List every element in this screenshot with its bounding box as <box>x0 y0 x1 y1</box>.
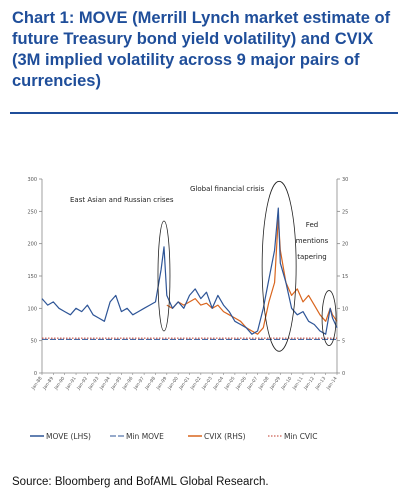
x-tick-label: Jan-12 <box>302 376 316 392</box>
annotation-ellipse-tapering <box>321 290 337 346</box>
legend-move-label: MOVE (LHS) <box>46 432 91 441</box>
x-tick-label: Jan-08 <box>257 376 271 392</box>
annotation-tapering-line-3: tapering <box>297 253 327 261</box>
right-y-tick-label: 30 <box>342 177 348 183</box>
annotation-asian-crisis: East Asian and Russian crises <box>70 196 174 204</box>
legend: MOVE (LHS) Min MOVE CVIX (RHS) Min CVIC <box>30 432 318 441</box>
x-tick-label: Jan-90 <box>53 376 67 392</box>
legend-cvix-label: CVIX (RHS) <box>204 432 246 441</box>
x-tick-label: Jan-05 <box>223 376 237 392</box>
x-tick-label: Jan-89 <box>41 376 55 392</box>
x-tick-label: Jan-10 <box>280 376 294 392</box>
right-y-tick-label: 5 <box>342 339 345 345</box>
move-line <box>41 207 338 335</box>
x-tick-label: Jan-97 <box>132 376 146 392</box>
x-tick-label: Jan-92 <box>75 376 89 392</box>
minimum-lines <box>42 337 337 340</box>
annotations: East Asian and Russian crises Global fina… <box>70 180 337 352</box>
annotation-tapering-line-1: Fed <box>306 221 318 229</box>
x-tick-label: Jan-04 <box>211 376 225 392</box>
left-y-tick-label: 0 <box>34 371 37 377</box>
source-note: Source: Bloomberg and BofAML Global Rese… <box>12 476 269 488</box>
left-y-tick-label: 50 <box>31 339 37 345</box>
chart-title: Chart 1: MOVE (Merrill Lynch market esti… <box>12 9 391 90</box>
right-y-tick-label: 20 <box>342 242 348 248</box>
x-tick-label: Jan-95 <box>109 376 123 392</box>
annotation-financial-crisis: Global financial crisis <box>190 185 265 193</box>
series-lines <box>41 207 338 335</box>
legend-min-cvix-label: Min CVIC <box>284 432 318 441</box>
x-tick-label: Jan-03 <box>200 376 214 392</box>
left-y-tick-label: 250 <box>27 209 37 215</box>
x-tick-label: Jan-07 <box>246 376 260 392</box>
x-tick-label: Jan-13 <box>314 376 328 392</box>
x-tick-label: Jan-96 <box>121 376 135 392</box>
cvix-line <box>166 217 338 335</box>
x-tick-label: Jan-06 <box>234 376 248 392</box>
annotation-ellipse-asian-crisis <box>157 220 171 332</box>
title-divider <box>10 112 398 114</box>
x-tick-label: Jan-01 <box>177 376 191 392</box>
legend-min-move-label: Min MOVE <box>126 432 164 441</box>
x-tick-label: Jan-91 <box>64 376 78 392</box>
x-tick-label: Jan-94 <box>98 376 112 392</box>
x-tick-label: Jan-09 <box>268 376 282 392</box>
right-y-tick-label: 25 <box>342 209 348 215</box>
left-y-tick-label: 300 <box>27 177 37 183</box>
right-y-tick-label: 0 <box>342 371 345 377</box>
right-y-tick-label: 10 <box>342 306 348 312</box>
x-tick-label: Jan-93 <box>87 376 101 392</box>
axes <box>41 179 338 374</box>
x-tick-label: Jan-88 <box>30 376 44 392</box>
x-tick-label: Jan-98 <box>143 376 157 392</box>
x-tick-label: Jan-99 <box>155 376 169 392</box>
left-y-tick-label: 150 <box>27 274 37 280</box>
x-tick-label: Jan-11 <box>291 376 305 392</box>
right-y-tick-label: 15 <box>342 274 348 280</box>
left-y-axis-ticks: 0 50 100 150 200 250 300 <box>27 177 42 377</box>
x-tick-label: Jan-02 <box>189 376 203 392</box>
left-y-tick-label: 100 <box>27 306 37 312</box>
x-tick-label: Jan-00 <box>166 376 180 392</box>
annotation-tapering-line-2: mentions <box>296 237 329 245</box>
x-axis-ticks: Jan-88 Jan-89 Jan-90 Jan-91 Jan-92 Jan-93 Jan-… <box>30 373 339 392</box>
right-y-axis-ticks: 0 5 10 15 20 25 30 <box>337 177 348 377</box>
x-tick-label: Jan-14 <box>325 376 339 392</box>
left-y-tick-label: 200 <box>27 242 37 248</box>
annotation-ellipse-financial-crisis <box>261 180 297 352</box>
